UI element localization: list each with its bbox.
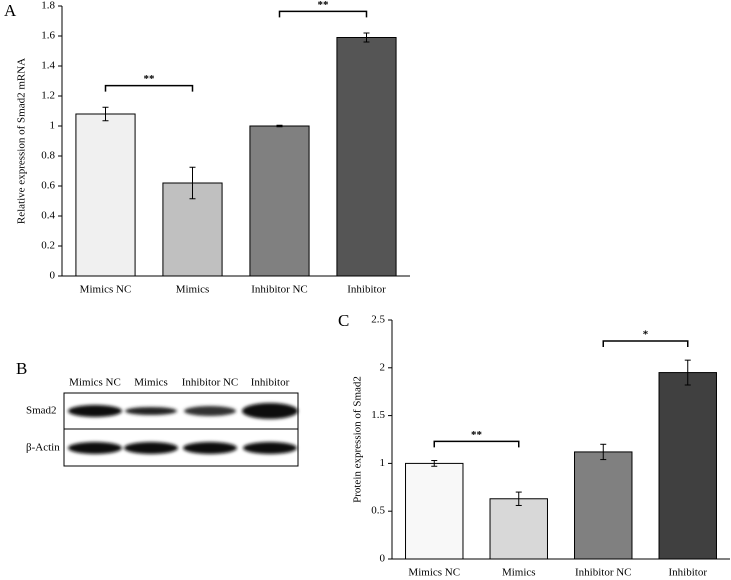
lane-label: Inhibitor NC	[182, 377, 239, 389]
y-tick-label: 0.4	[41, 210, 55, 222]
bar	[489, 498, 548, 560]
significance-bracket	[104, 84, 194, 92]
y-tick-label: 2	[380, 361, 386, 373]
y-tick-label: 1.5	[371, 409, 385, 421]
lane-label: Inhibitor	[251, 377, 290, 389]
y-tick-label: 1.4	[41, 60, 55, 72]
x-tick-label: Inhibitor NC	[575, 567, 632, 579]
bar	[249, 125, 310, 277]
y-tick-label: 0	[50, 270, 56, 282]
row-label: Smad2	[26, 405, 57, 417]
significance-bracket	[433, 440, 520, 448]
bar	[658, 372, 717, 560]
y-tick-label: 1	[380, 457, 386, 469]
x-tick-label: Inhibitor NC	[251, 284, 308, 296]
y-axis-title: Protein expression of Smad2	[352, 376, 364, 503]
row-label: β-Actin	[26, 442, 60, 454]
y-tick-label: 1.2	[41, 90, 55, 102]
y-tick-label: 1	[50, 120, 56, 132]
x-tick-label: Inhibitor	[669, 567, 708, 579]
y-tick-label: 0.8	[41, 150, 55, 162]
y-tick-label: 0.5	[371, 505, 385, 517]
y-axis-title: Relative expression of Smad2 mRNA	[16, 58, 28, 224]
significance-label: **	[318, 0, 330, 11]
bar	[336, 37, 397, 277]
significance-label: **	[144, 73, 156, 85]
lane-label: Mimics NC	[69, 377, 121, 389]
panel-label: C	[338, 311, 349, 330]
bands	[68, 403, 298, 454]
y-tick-label: 0.2	[41, 240, 55, 252]
significance-label: **	[471, 429, 483, 441]
y-tick-label: 2.5	[371, 314, 385, 326]
y-tick-label: 1.8	[41, 0, 55, 12]
x-tick-label: Mimics	[502, 567, 536, 579]
significance-label: *	[643, 329, 649, 341]
y-tick-label: 1.6	[41, 30, 55, 42]
significance-bracket	[602, 340, 689, 348]
bar	[75, 113, 136, 277]
y-tick-label: 0.6	[41, 180, 55, 192]
bar	[574, 451, 633, 560]
x-tick-label: Mimics	[176, 284, 210, 296]
significance-bracket	[278, 10, 368, 18]
panel-label: A	[4, 1, 17, 20]
y-tick-label: 0	[380, 553, 386, 565]
bar	[405, 462, 464, 560]
x-tick-label: Mimics NC	[80, 284, 132, 296]
x-tick-label: Inhibitor	[347, 284, 386, 296]
panel-label: B	[16, 359, 27, 378]
x-tick-label: Mimics NC	[408, 567, 460, 579]
lane-label: Mimics	[134, 377, 168, 389]
western-blot	[63, 392, 299, 467]
